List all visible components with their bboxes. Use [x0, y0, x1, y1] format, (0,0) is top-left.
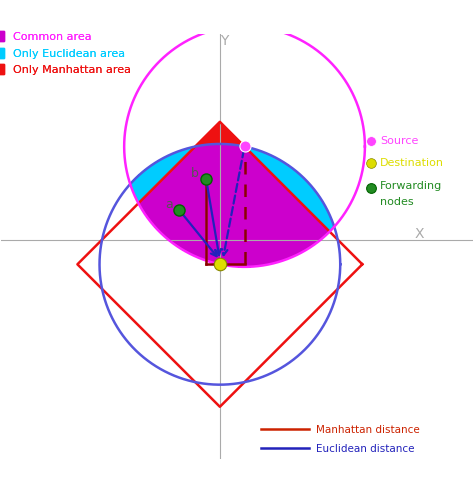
Text: Manhattan distance: Manhattan distance [316, 425, 419, 435]
Text: Destination: Destination [380, 158, 444, 168]
Text: a: a [165, 198, 173, 211]
Text: Forwarding: Forwarding [380, 181, 442, 191]
Legend: Common area, Only Euclidean area, Only Manhattan area: Common area, Only Euclidean area, Only M… [0, 27, 135, 79]
Text: Euclidean distance: Euclidean distance [316, 444, 414, 454]
Text: X: X [414, 227, 424, 241]
Text: nodes: nodes [380, 197, 414, 208]
Text: Y: Y [220, 34, 228, 48]
Text: Source: Source [380, 136, 419, 146]
Text: b: b [191, 167, 199, 179]
